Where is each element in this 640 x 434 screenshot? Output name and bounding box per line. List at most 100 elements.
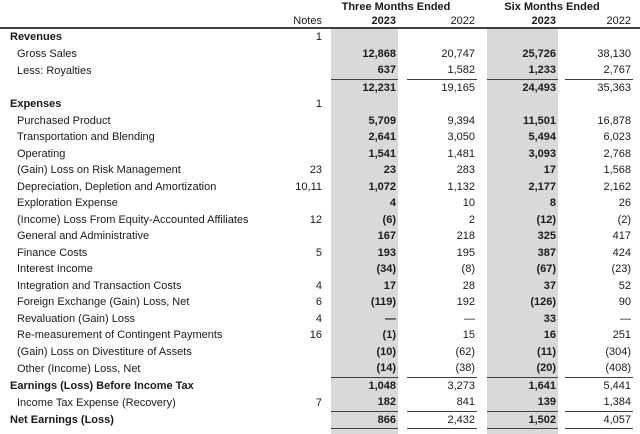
value-six-months-2023: 33 bbox=[487, 311, 558, 328]
column-header-row: Notes 2023 2022 2023 2022 bbox=[0, 14, 640, 28]
row-label: Depreciation, Depletion and Amortization bbox=[0, 179, 284, 196]
shaded-column-footer-strip bbox=[0, 429, 640, 434]
gap bbox=[398, 228, 407, 245]
value-six-months-2023: 25,726 bbox=[487, 46, 558, 63]
column-header-notes: Notes bbox=[284, 14, 324, 28]
gap bbox=[398, 344, 407, 361]
value-six-months-2022: 5,441 bbox=[565, 377, 633, 394]
group-header-gap bbox=[477, 0, 487, 14]
value-three-months-2022: 3,050 bbox=[407, 129, 477, 146]
value-six-months-2023: 8 bbox=[487, 195, 558, 212]
value-three-months-2022 bbox=[407, 96, 477, 113]
table-row: Gross Sales 12,868 20,747 25,726 38,130 bbox=[0, 46, 640, 63]
value-three-months-2023: 12,231 bbox=[331, 79, 398, 96]
row-note: 7 bbox=[284, 394, 324, 411]
value-three-months-2022: 3,273 bbox=[407, 377, 477, 394]
table-row: Purchased Product 5,709 9,394 11,501 16,… bbox=[0, 113, 640, 130]
gap bbox=[633, 311, 640, 328]
value-six-months-2022: 1,384 bbox=[565, 394, 633, 411]
value-six-months-2023: (126) bbox=[487, 294, 558, 311]
gap bbox=[633, 212, 640, 229]
value-three-months-2022: 15 bbox=[407, 327, 477, 344]
value-six-months-2023: 37 bbox=[487, 278, 558, 295]
gap bbox=[398, 311, 407, 328]
row-note: 6 bbox=[284, 294, 324, 311]
value-three-months-2022: 28 bbox=[407, 278, 477, 295]
row-label: Net Earnings (Loss) bbox=[0, 411, 284, 429]
gap bbox=[398, 261, 407, 278]
gap bbox=[633, 377, 640, 394]
gap bbox=[633, 327, 640, 344]
row-label: Less: Royalties bbox=[0, 62, 284, 79]
value-six-months-2023: (20) bbox=[487, 360, 558, 377]
row-note bbox=[284, 228, 324, 245]
row-label: Operating bbox=[0, 146, 284, 163]
gap bbox=[558, 146, 565, 163]
gap bbox=[398, 129, 407, 146]
gap bbox=[558, 62, 565, 79]
gap bbox=[398, 327, 407, 344]
value-six-months-2023: 16 bbox=[487, 327, 558, 344]
row-label: Revenues bbox=[0, 28, 284, 46]
value-three-months-2023: 17 bbox=[331, 278, 398, 295]
value-six-months-2023 bbox=[487, 96, 558, 113]
value-six-months-2022: 4,057 bbox=[565, 411, 633, 429]
value-three-months-2023: (10) bbox=[331, 344, 398, 361]
gap bbox=[324, 228, 331, 245]
value-three-months-2023: 23 bbox=[331, 162, 398, 179]
value-six-months-2022 bbox=[565, 96, 633, 113]
gap bbox=[558, 96, 565, 113]
value-six-months-2022: 1,568 bbox=[565, 162, 633, 179]
value-six-months-2022: — bbox=[565, 311, 633, 328]
gap bbox=[558, 162, 565, 179]
table-row: Transportation and Blending 2,641 3,050 … bbox=[0, 129, 640, 146]
gap bbox=[324, 394, 331, 411]
gap bbox=[324, 28, 331, 46]
row-label: Interest Income bbox=[0, 261, 284, 278]
group-header-row: Three Months Ended Six Months Ended bbox=[0, 0, 640, 14]
gap bbox=[398, 28, 407, 46]
row-note: 1 bbox=[284, 96, 324, 113]
value-three-months-2022 bbox=[407, 28, 477, 46]
gap bbox=[477, 228, 487, 245]
gap bbox=[324, 278, 331, 295]
gap bbox=[324, 360, 331, 377]
row-note: 4 bbox=[284, 311, 324, 328]
row-note bbox=[284, 46, 324, 63]
row-label: Transportation and Blending bbox=[0, 129, 284, 146]
row-label: Other (Income) Loss, Net bbox=[0, 360, 284, 377]
gap bbox=[558, 344, 565, 361]
value-three-months-2022: — bbox=[407, 311, 477, 328]
value-three-months-2022: 1,132 bbox=[407, 179, 477, 196]
row-note bbox=[284, 113, 324, 130]
gap bbox=[558, 278, 565, 295]
gap bbox=[633, 278, 640, 295]
value-three-months-2023: 5,709 bbox=[331, 113, 398, 130]
gap bbox=[324, 261, 331, 278]
value-three-months-2023: 1,048 bbox=[331, 377, 398, 394]
row-note: 1 bbox=[284, 28, 324, 46]
value-three-months-2022: (62) bbox=[407, 344, 477, 361]
value-three-months-2023: — bbox=[331, 311, 398, 328]
value-three-months-2023: (14) bbox=[331, 360, 398, 377]
value-three-months-2022: 2 bbox=[407, 212, 477, 229]
gap bbox=[477, 146, 487, 163]
table-row: Net Earnings (Loss) 866 2,432 1,502 4,05… bbox=[0, 411, 640, 429]
column-header-sm-2022: 2022 bbox=[565, 14, 633, 28]
table-row: Expenses 1 bbox=[0, 96, 640, 113]
row-note bbox=[284, 411, 324, 429]
value-six-months-2023: 24,493 bbox=[487, 79, 558, 96]
value-six-months-2023: 11,501 bbox=[487, 113, 558, 130]
value-three-months-2022: 19,165 bbox=[407, 79, 477, 96]
gap bbox=[558, 79, 565, 96]
row-note bbox=[284, 62, 324, 79]
value-six-months-2022: 2,768 bbox=[565, 146, 633, 163]
gap bbox=[633, 344, 640, 361]
gap bbox=[398, 195, 407, 212]
value-six-months-2022: (2) bbox=[565, 212, 633, 229]
group-header-spacer bbox=[0, 0, 331, 14]
gap bbox=[477, 113, 487, 130]
gap bbox=[324, 377, 331, 394]
value-three-months-2023 bbox=[331, 28, 398, 46]
row-note: 5 bbox=[284, 245, 324, 262]
